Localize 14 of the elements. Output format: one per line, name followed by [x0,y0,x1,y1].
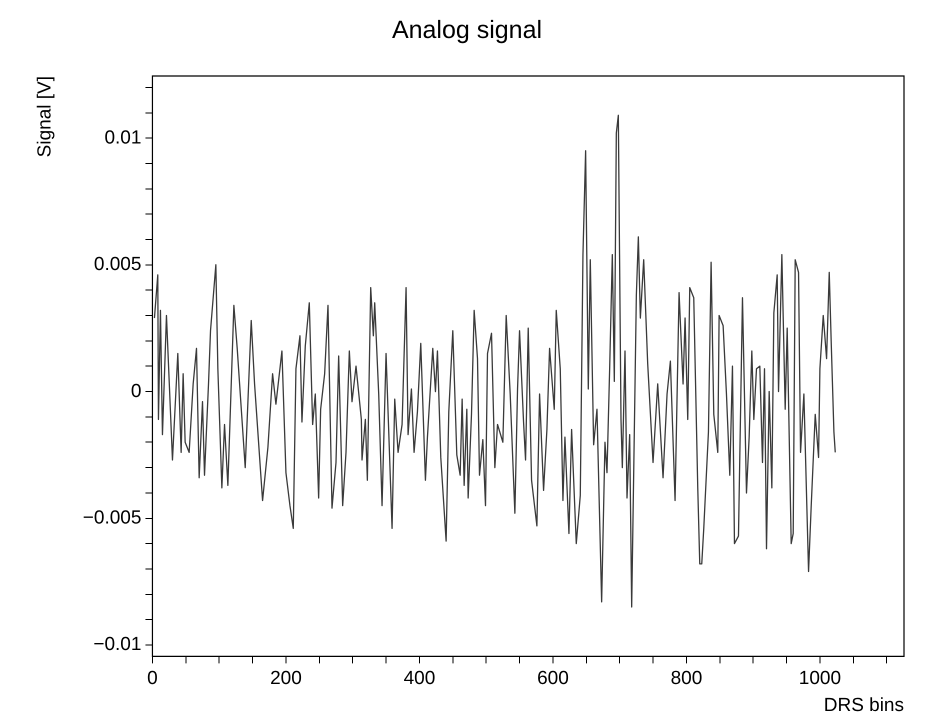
x-tick-label: 800 [670,668,702,690]
y-tick-label: 0 [130,380,142,402]
x-tick-label: 0 [147,668,158,690]
y-tick-label: 0.005 [94,254,142,276]
y-tick-label: −0.005 [82,508,142,529]
x-tick-label: 200 [270,668,302,690]
x-tick-label: 400 [404,668,436,690]
y-tick-label: 0.01 [104,127,142,148]
y-tick-label: −0.01 [93,634,142,656]
x-tick-label: 600 [537,668,569,690]
x-tick-label: 1000 [798,668,842,690]
x-axis-title: DRS bins [824,694,904,716]
y-axis-title: Signal [V] [34,76,56,158]
chart-title: Analog signal [392,16,542,44]
